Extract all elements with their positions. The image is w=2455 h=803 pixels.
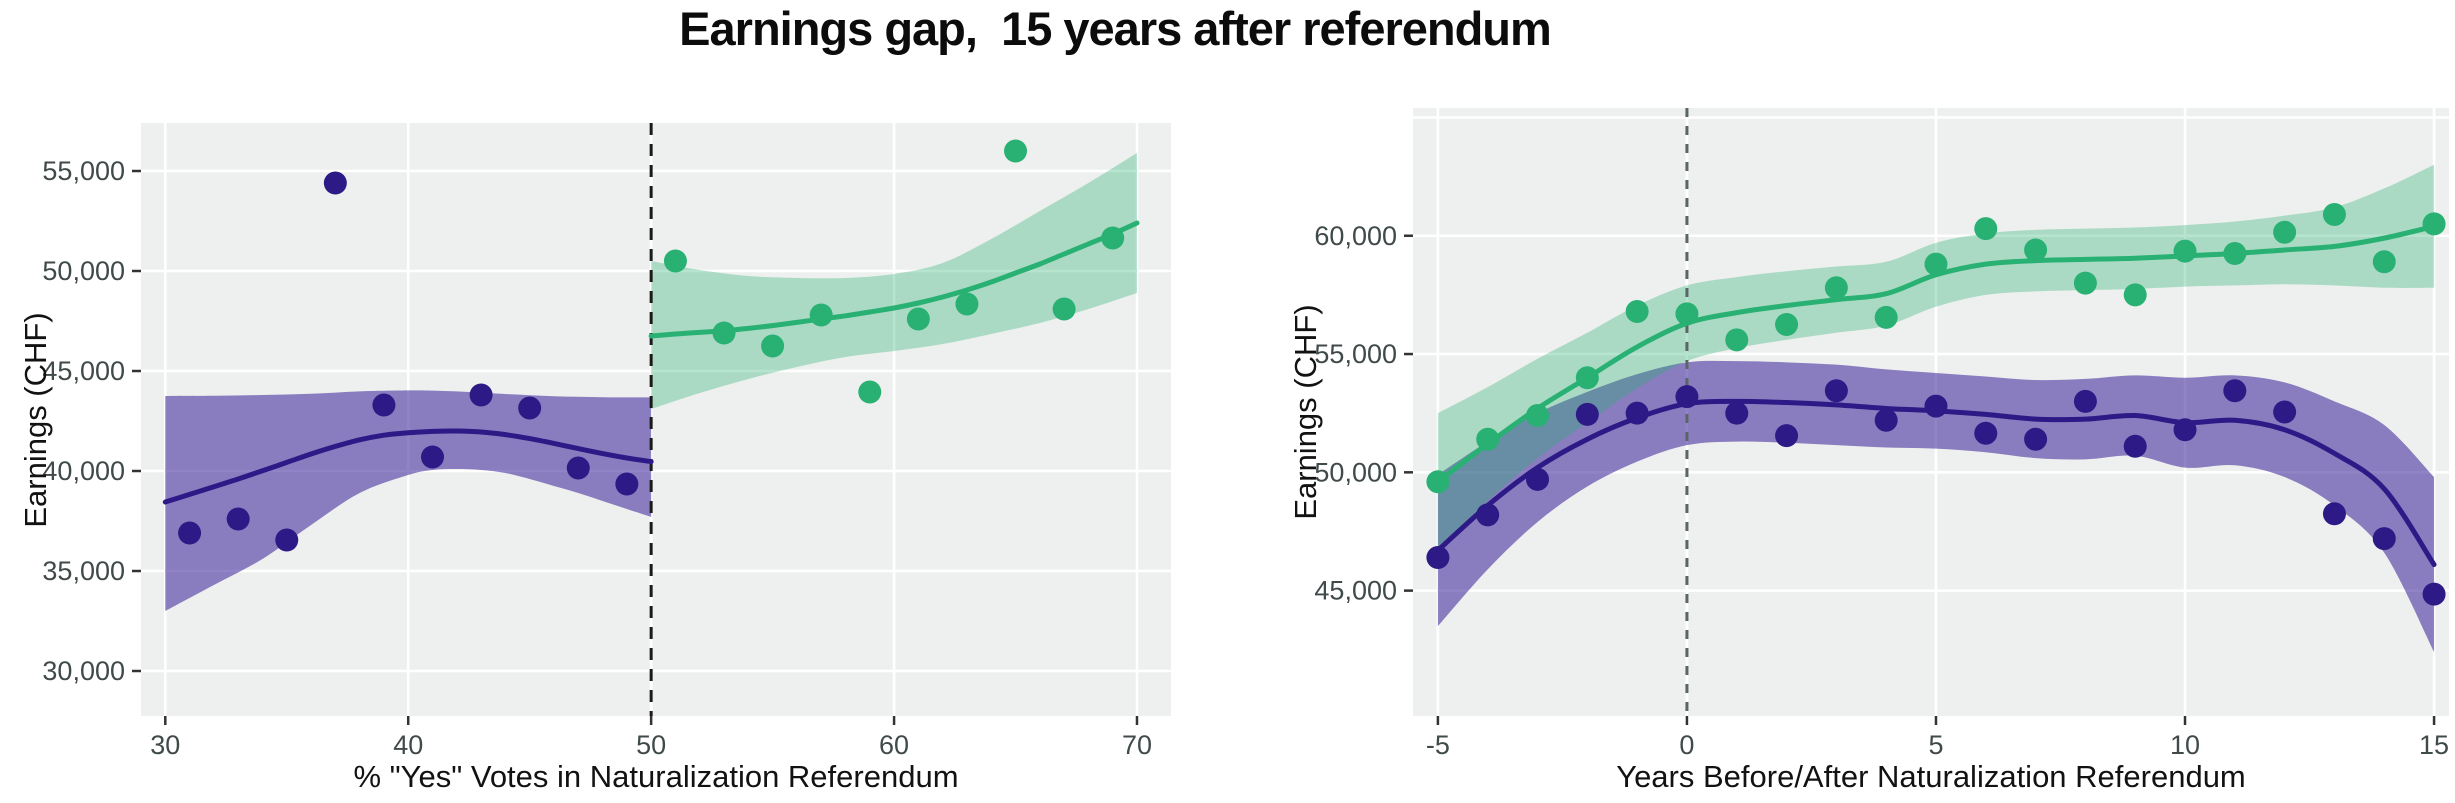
y-tick-label: 55,000 (1314, 339, 1397, 369)
green-data-point (1004, 139, 1028, 163)
green-data-point (1675, 302, 1699, 326)
x-tick-label: 60 (879, 730, 909, 760)
x-tick-label: -5 (1426, 730, 1450, 760)
x-tick-label: 10 (2170, 730, 2200, 760)
green-data-point (2173, 239, 2197, 263)
y-tick-label: 40,000 (42, 456, 125, 486)
purple-data-point (275, 528, 299, 552)
right-x-axis-title: Years Before/After Naturalization Refere… (1616, 759, 2246, 794)
green-data-point (809, 303, 833, 327)
x-tick-label: 30 (150, 730, 180, 760)
green-data-point (1974, 217, 1998, 241)
purple-data-point (1526, 467, 1550, 491)
green-data-point (906, 307, 930, 331)
purple-data-point (323, 171, 347, 195)
green-data-point (1476, 427, 1500, 451)
purple-data-point (1426, 545, 1450, 569)
purple-data-point (2073, 389, 2097, 413)
purple-data-point (469, 383, 493, 407)
green-data-point (1101, 226, 1125, 250)
green-data-point (2073, 271, 2097, 295)
purple-data-point (2024, 427, 2048, 451)
purple-data-point (1625, 401, 1649, 425)
y-tick-label: 55,000 (42, 156, 125, 186)
purple-data-point (2223, 379, 2247, 403)
purple-data-point (566, 456, 590, 480)
green-data-point (2372, 250, 2396, 274)
purple-data-point (1675, 385, 1699, 409)
green-data-point (858, 380, 882, 404)
y-tick-label: 35,000 (42, 556, 125, 586)
chart-right-event-study: -5 0 5 10 15 45,000 50,000 55,000 60,000 (1314, 108, 2449, 760)
purple-data-point (1476, 503, 1500, 527)
green-data-point (1874, 305, 1898, 329)
green-data-point (2123, 283, 2147, 307)
purple-data-point (615, 472, 639, 496)
left-x-axis-title: % "Yes" Votes in Naturalization Referend… (353, 759, 958, 794)
x-tick-label: 5 (1928, 730, 1943, 760)
green-data-point (1052, 297, 1076, 321)
x-tick-label: 15 (2419, 730, 2449, 760)
purple-data-point (1575, 402, 1599, 426)
green-data-point (712, 321, 736, 345)
green-data-point (2422, 212, 2446, 236)
y-tick-label: 45,000 (1314, 576, 1397, 606)
x-tick-label: 0 (1679, 730, 1694, 760)
chart-left-rdd: 30 40 50 60 70 30,000 35,000 40,000 45,000 50,000… (42, 123, 1171, 760)
purple-confidence-ribbon (165, 390, 652, 611)
green-data-point (663, 249, 687, 273)
purple-data-point (2123, 434, 2147, 458)
green-data-point (1526, 404, 1550, 428)
purple-data-point (1874, 408, 1898, 432)
figure-title: Earnings gap, 15 years after referendum (679, 2, 1552, 55)
purple-data-point (1725, 401, 1749, 425)
y-tick-label: 50,000 (42, 256, 125, 286)
purple-data-point (2422, 582, 2446, 606)
purple-data-point (1974, 421, 1998, 445)
purple-data-point (1924, 394, 1948, 418)
green-data-point (955, 292, 979, 316)
green-data-point (1775, 312, 1799, 336)
purple-data-point (2372, 527, 2396, 551)
x-tick-label: 50 (636, 730, 666, 760)
purple-trend-line (162, 428, 654, 505)
left-y-axis-title: Earnings (CHF) (18, 312, 53, 527)
purple-data-point (1824, 379, 1848, 403)
y-tick-label: 50,000 (1314, 457, 1397, 487)
green-data-point (1625, 299, 1649, 323)
purple-data-point (421, 445, 445, 469)
purple-data-point (226, 507, 250, 531)
green-data-point (1725, 328, 1749, 352)
x-tick-label: 40 (393, 730, 423, 760)
green-data-point (2024, 238, 2048, 262)
purple-data-point (178, 521, 202, 545)
purple-data-point (372, 393, 396, 417)
purple-data-point (2273, 400, 2297, 424)
purple-data-point (1775, 424, 1799, 448)
green-data-point (1824, 276, 1848, 300)
green-data-point (2322, 202, 2346, 226)
green-data-point (1575, 366, 1599, 390)
purple-data-point (518, 396, 542, 420)
green-data-point (1426, 470, 1450, 494)
y-tick-label: 60,000 (1314, 221, 1397, 251)
y-tick-label: 45,000 (42, 356, 125, 386)
x-tick-label: 70 (1122, 730, 1152, 760)
right-y-axis-title: Earnings (CHF) (1288, 304, 1323, 519)
green-data-point (761, 334, 785, 358)
y-tick-label: 30,000 (42, 656, 125, 686)
green-data-point (2223, 241, 2247, 265)
purple-data-point (2173, 418, 2197, 442)
green-data-point (1924, 252, 1948, 276)
green-data-point (2273, 220, 2297, 244)
purple-data-point (2322, 502, 2346, 526)
